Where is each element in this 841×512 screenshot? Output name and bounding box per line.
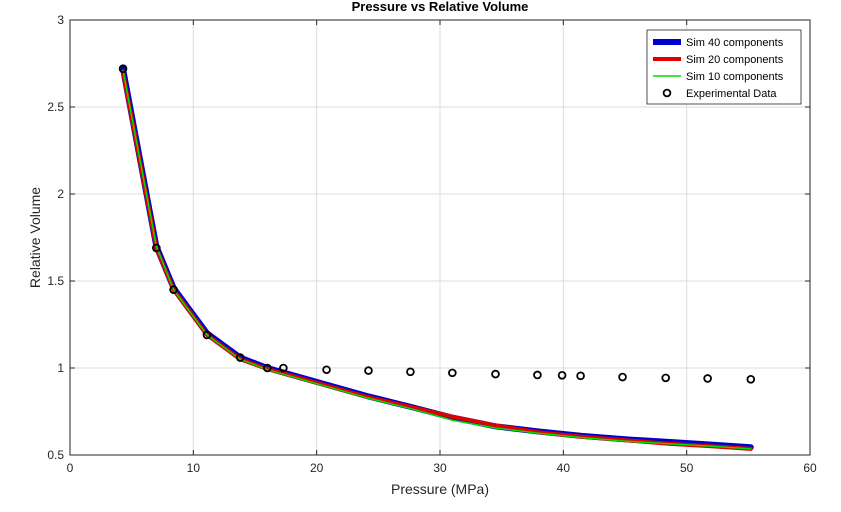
x-tick-label: 20	[310, 461, 324, 475]
chart-title: Pressure vs Relative Volume	[352, 0, 529, 14]
legend-label: Sim 40 components	[686, 37, 784, 49]
x-axis-label: Pressure (MPa)	[391, 481, 489, 497]
x-tick-label: 40	[557, 461, 571, 475]
ticks: 0 10 20 30 40 50 60 0.5 1 1.5 2 2.5 3	[47, 13, 817, 475]
data-point	[202, 330, 212, 340]
data-point	[576, 371, 585, 381]
x-tick-label: 0	[67, 461, 74, 475]
data-point	[152, 243, 161, 253]
data-point	[746, 375, 756, 384]
data-point	[322, 365, 331, 375]
data-point	[235, 353, 245, 362]
legend-item: Sim 40 components	[653, 37, 784, 49]
series-layer	[118, 64, 756, 451]
y-tick-label: 1	[57, 361, 64, 375]
data-point	[263, 363, 272, 373]
data-point	[618, 372, 627, 382]
legend-label: Sim 20 components	[686, 54, 784, 66]
legend-label: Sim 10 components	[686, 71, 784, 83]
legend-item: Sim 10 components	[653, 71, 784, 83]
legend-label: Experimental Data	[686, 88, 777, 100]
y-tick-label: 1.5	[47, 274, 64, 288]
legend-item: Experimental Data	[662, 88, 777, 100]
y-tick-label: 2	[57, 187, 64, 201]
series-3	[118, 64, 756, 384]
legend-item: Sim 20 components	[653, 54, 784, 66]
data-point	[661, 373, 670, 383]
y-tick-label: 0.5	[47, 448, 64, 462]
data-point	[491, 369, 500, 379]
data-point	[279, 363, 288, 373]
x-tick-label: 50	[680, 461, 694, 475]
y-tick-label: 2.5	[47, 100, 64, 114]
y-tick-label: 3	[57, 13, 64, 27]
data-point	[557, 371, 567, 380]
data-point	[703, 374, 712, 383]
legend-swatch	[662, 88, 672, 98]
x-tick-label: 30	[433, 461, 447, 475]
legend: Sim 40 components Sim 20 components Sim 10…	[646, 29, 802, 105]
data-point	[533, 370, 542, 380]
data-point	[364, 366, 373, 375]
y-axis-label: Relative Volume	[27, 187, 43, 288]
series-2	[122, 69, 752, 450]
series-line	[122, 69, 752, 450]
data-point	[448, 368, 457, 378]
x-tick-label: 10	[187, 461, 201, 475]
data-point	[118, 64, 128, 74]
data-point	[169, 285, 178, 295]
x-tick-label: 60	[803, 461, 817, 475]
data-point	[406, 367, 415, 377]
